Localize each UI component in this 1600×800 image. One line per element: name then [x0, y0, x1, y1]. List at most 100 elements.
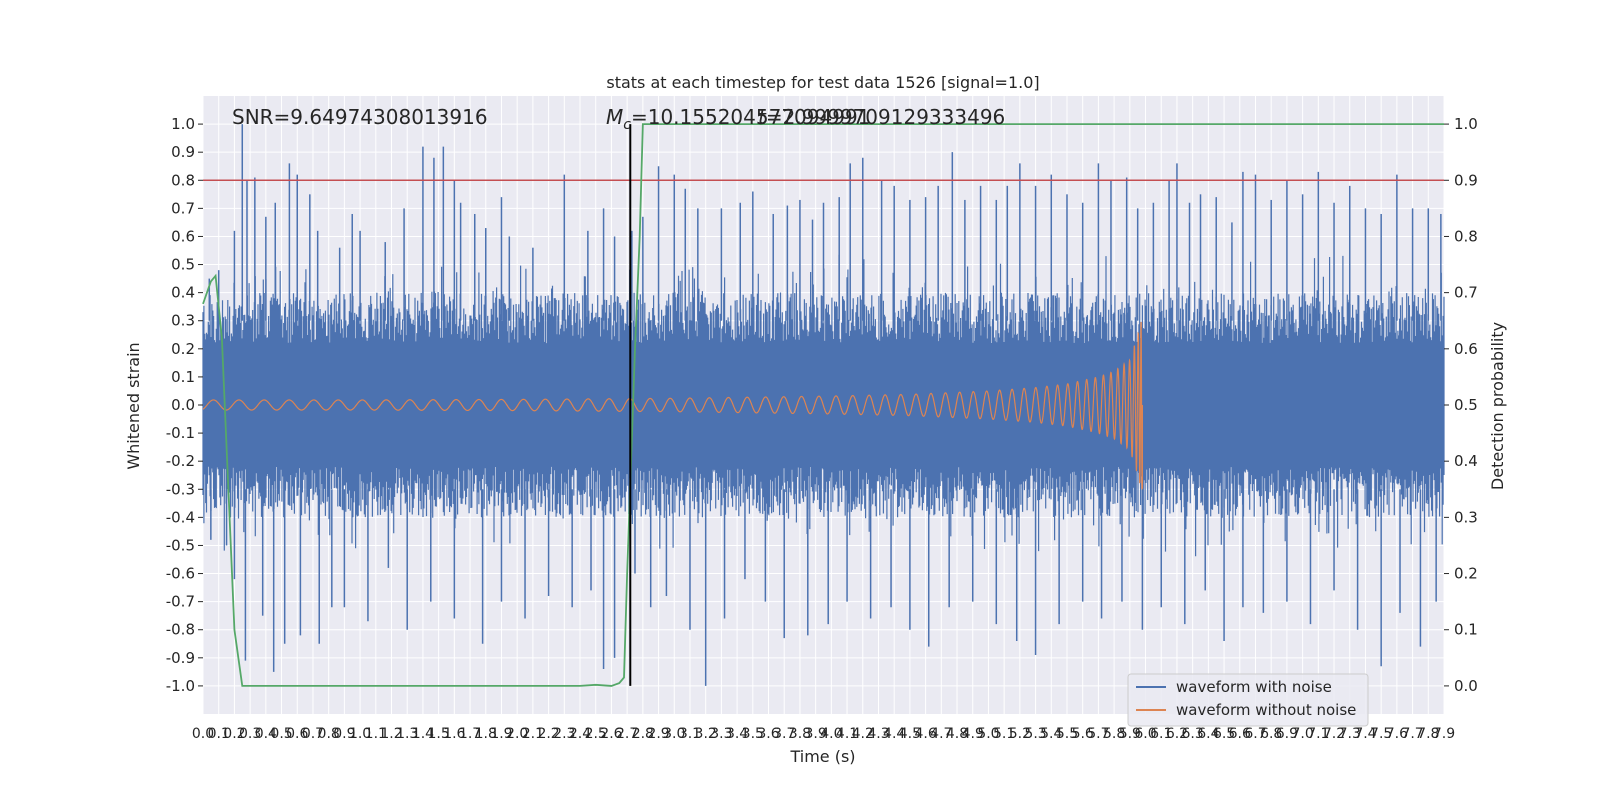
noisy-waveform-band: [202, 254, 1445, 557]
x-tick-label: 1.0: [349, 726, 371, 742]
x-tick-label: 5.7: [1087, 726, 1109, 742]
x-tick-label: 7.4: [1354, 726, 1376, 742]
y-tick-label-left: 1.0: [171, 115, 195, 133]
x-tick-label: 1.2: [380, 726, 402, 742]
x-tick-label: 0.5: [270, 726, 292, 742]
x-tick-label: 7.6: [1386, 726, 1408, 742]
x-tick-label: 6.8: [1260, 726, 1282, 742]
x-tick-label: 6.7: [1244, 726, 1266, 742]
x-tick-label: 2.4: [569, 726, 591, 742]
x-tick-label: 6.2: [1166, 726, 1188, 742]
y-tick-label-left: -0.6: [166, 565, 195, 583]
x-tick-label: 5.2: [1009, 726, 1031, 742]
x-tick-label: 6.5: [1213, 726, 1235, 742]
x-tick-label: 2.6: [600, 726, 622, 742]
x-tick-label: 7.7: [1401, 726, 1423, 742]
x-tick-label: 4.8: [946, 726, 968, 742]
chirp-mass-annotation: Mc=10.155204577094991: [606, 105, 870, 133]
y-tick-label-right: 0.9: [1454, 171, 1478, 189]
y-tick-label-right: 1.0: [1454, 115, 1478, 133]
detection-probability-line: [202, 123, 1444, 687]
x-tick-label: 6.4: [1197, 726, 1219, 742]
y-tick-label-left: 0.2: [171, 340, 195, 358]
x-tick-label: 3.3: [710, 726, 732, 742]
x-tick-label: 0.7: [302, 726, 324, 742]
merger-time-value: =2.9999709129333496: [766, 105, 1005, 129]
x-tick-label: 7.3: [1339, 726, 1361, 742]
y-tick-label-right: 0.7: [1454, 284, 1478, 302]
chirp-mass-symbol: M: [606, 105, 623, 129]
y-tick-label-right: 0.5: [1454, 396, 1478, 414]
x-tick-label: 6.1: [1150, 726, 1172, 742]
x-tick-label: 7.1: [1307, 726, 1329, 742]
y-tick-label-right: 0.1: [1454, 621, 1478, 639]
x-tick-label: 4.1: [836, 726, 858, 742]
x-tick-label: 3.6: [757, 726, 779, 742]
y-tick-label-left: -1.0: [166, 677, 195, 695]
merger-time-annotation: t=2.9999709129333496: [758, 105, 1005, 129]
x-tick-label: 0.1: [208, 726, 230, 742]
y-tick-label-left: -0.5: [166, 536, 195, 554]
x-tick-label: 3.5: [742, 726, 764, 742]
x-tick-label: 0.8: [318, 726, 340, 742]
x-tick-label: 0.6: [286, 726, 308, 742]
x-tick-label: 4.9: [962, 726, 984, 742]
legend-label-clean: waveform without noise: [1176, 701, 1356, 719]
x-tick-label: 7.8: [1417, 726, 1439, 742]
x-axis-ticks: 0.00.10.20.30.40.50.60.70.80.91.01.11.21…: [192, 726, 1455, 742]
y-tick-label-left: -0.9: [166, 649, 195, 667]
x-tick-label: 0.4: [255, 726, 277, 742]
y-tick-label-left: -0.4: [166, 508, 195, 526]
chart-title: stats at each timestep for test data 152…: [606, 73, 1039, 92]
snr-annotation: SNR=9.64974308013916: [232, 105, 488, 129]
right-axis-ticks: 0.0 0.1 0.2 0.3 0.4 0.5 0.6 0.7 0.8 0.9 1.0: [1444, 115, 1478, 695]
x-tick-label: 5.4: [1040, 726, 1062, 742]
x-tick-label: 4.3: [867, 726, 889, 742]
signals: [202, 123, 1445, 687]
x-tick-label: 3.2: [695, 726, 717, 742]
x-tick-label: 2.3: [553, 726, 575, 742]
x-tick-label: 5.5: [1056, 726, 1078, 742]
x-tick-label: 4.7: [930, 726, 952, 742]
x-tick-label: 2.2: [537, 726, 559, 742]
y-tick-label-left: 0.4: [171, 284, 195, 302]
y-axis-label-right: Detection probability: [1488, 322, 1507, 490]
y-tick-label-left: -0.7: [166, 593, 195, 611]
x-tick-label: 2.7: [616, 726, 638, 742]
x-tick-label: 3.4: [726, 726, 748, 742]
x-tick-label: 6.6: [1229, 726, 1251, 742]
left-axis-ticks: -1.0 -0.9 -0.8 -0.7 -0.6 -0.5 -0.4 -0.3 -0.2 -0.1…: [166, 115, 203, 695]
x-tick-label: 1.1: [365, 726, 387, 742]
x-tick-label: 5.9: [1119, 726, 1141, 742]
x-tick-label: 4.6: [914, 726, 936, 742]
x-tick-label: 2.1: [522, 726, 544, 742]
y-tick-label-left: 0.5: [171, 256, 195, 274]
x-tick-label: 1.9: [490, 726, 512, 742]
x-tick-label: 1.4: [412, 726, 434, 742]
x-tick-label: 0.0: [192, 726, 214, 742]
x-tick-label: 7.9: [1433, 726, 1455, 742]
x-tick-label: 3.7: [773, 726, 795, 742]
chirp-mass-subscript: c: [623, 117, 631, 133]
x-tick-label: 0.2: [223, 726, 245, 742]
x-tick-label: 3.1: [679, 726, 701, 742]
x-tick-label: 5.8: [1103, 726, 1125, 742]
legend-box: [1127, 673, 1369, 727]
x-tick-label: 5.6: [1072, 726, 1094, 742]
x-tick-label: 6.0: [1134, 726, 1156, 742]
x-tick-label: 7.2: [1323, 726, 1345, 742]
x-tick-label: 6.9: [1276, 726, 1298, 742]
y-tick-label-left: 0.9: [171, 143, 195, 161]
x-tick-label: 1.8: [475, 726, 497, 742]
merger-time-symbol: t: [758, 105, 767, 129]
x-tick-label: 0.9: [333, 726, 355, 742]
y-tick-label-left: 0.3: [171, 312, 195, 330]
x-tick-label: 7.0: [1291, 726, 1313, 742]
y-tick-label-right: 0.3: [1454, 508, 1478, 526]
y-tick-label-left: -0.2: [166, 452, 195, 470]
x-tick-label: 0.3: [239, 726, 261, 742]
y-axis-label-left: Whitened strain: [124, 342, 143, 469]
x-tick-label: 1.3: [396, 726, 418, 742]
y-tick-label-right: 0.6: [1454, 340, 1478, 358]
